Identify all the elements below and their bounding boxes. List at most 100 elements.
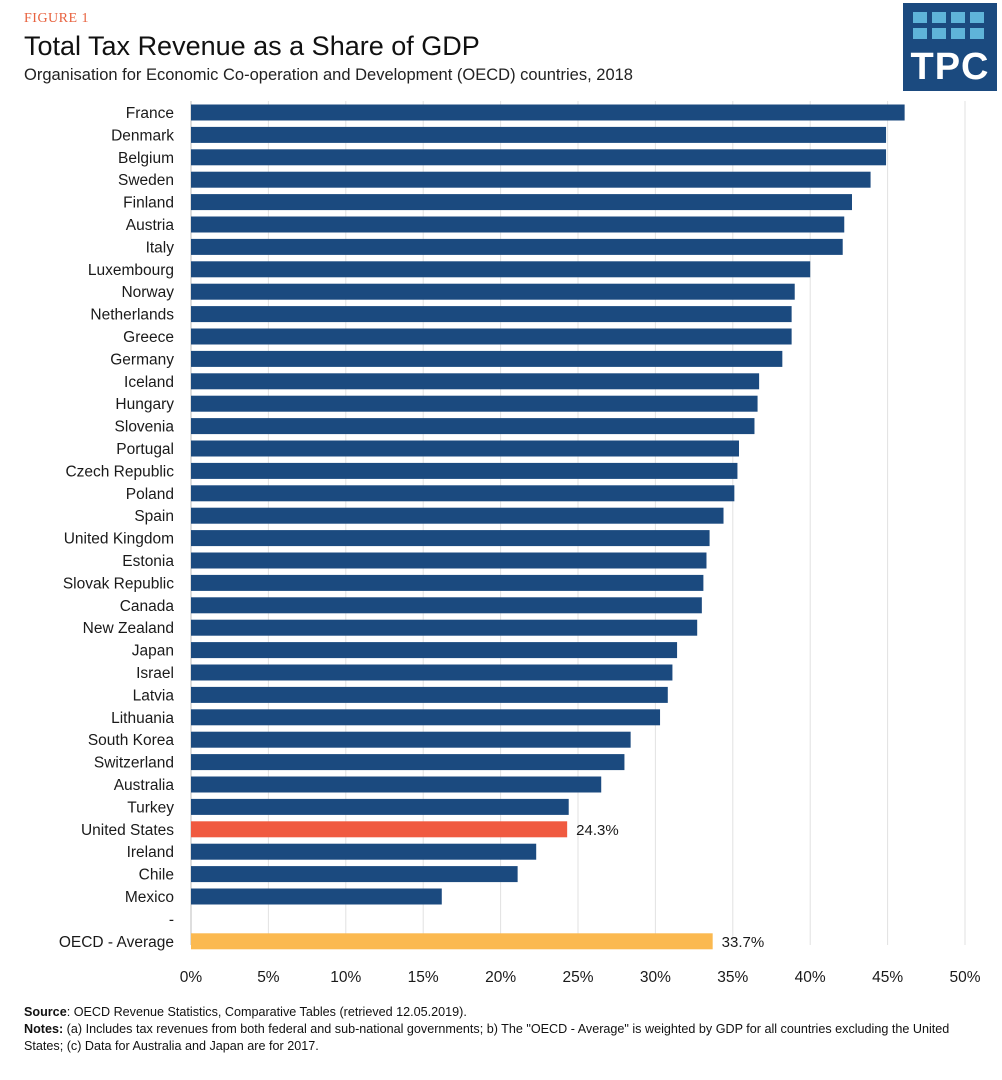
category-label: Portugal	[116, 441, 174, 458]
category-label: Lithuania	[111, 710, 174, 727]
bar	[191, 866, 518, 883]
category-label: France	[126, 105, 174, 122]
chart-title: Total Tax Revenue as a Share of GDP	[24, 31, 480, 61]
notes: Notes: (a) Includes tax revenues from bo…	[24, 1021, 984, 1055]
data-label: 33.7%	[722, 934, 765, 951]
category-label: Denmark	[111, 127, 174, 144]
bar	[191, 104, 905, 121]
bar	[191, 664, 673, 681]
bar	[191, 238, 843, 255]
category-label: Japan	[132, 643, 174, 660]
bar	[191, 395, 758, 412]
bar	[191, 754, 625, 771]
data-labels: 24.3% 33.7%	[576, 822, 764, 951]
bar	[191, 888, 442, 905]
x-axis-ticks: 0% 5% 10% 15% 20% 25% 30% 35% 40% 45% 50%	[180, 969, 981, 986]
category-label: Canada	[120, 598, 175, 615]
source-label: Source	[24, 1005, 67, 1019]
x-tick-label: 20%	[485, 969, 516, 986]
data-label: 24.3%	[576, 822, 619, 839]
category-label: Iceland	[124, 374, 174, 391]
bar	[191, 440, 739, 457]
x-tick-label: 5%	[257, 969, 280, 986]
logo-square	[970, 28, 984, 39]
category-label: Ireland	[127, 844, 174, 861]
x-tick-label: 10%	[330, 969, 361, 986]
logo-square	[970, 12, 984, 23]
category-label: Czech Republic	[65, 463, 174, 480]
bar	[191, 798, 569, 815]
source-note: Source: OECD Revenue Statistics, Compara…	[24, 1004, 984, 1021]
category-label: Germany	[110, 351, 174, 368]
category-label: Slovak Republic	[63, 575, 174, 592]
bar	[191, 933, 713, 950]
category-label: Australia	[114, 777, 175, 794]
x-tick-label: 35%	[717, 969, 748, 986]
category-labels: France Denmark Belgium Sweden Finland Austria…	[59, 105, 175, 951]
x-tick-label: 50%	[949, 969, 980, 986]
x-tick-label: 30%	[640, 969, 671, 986]
bar	[191, 350, 783, 367]
category-label: Belgium	[118, 150, 174, 167]
category-label: Israel	[136, 665, 174, 682]
bar	[191, 418, 755, 435]
category-label: Luxembourg	[88, 262, 174, 279]
bar	[191, 843, 537, 860]
x-tick-label: 45%	[872, 969, 903, 986]
bar	[191, 328, 792, 345]
bar	[191, 731, 631, 748]
category-label: Slovenia	[115, 419, 175, 436]
bar	[191, 530, 710, 547]
figure-label: FIGURE 1	[24, 11, 90, 26]
logo-square	[913, 28, 927, 39]
bar	[191, 597, 702, 614]
category-label: Austria	[126, 217, 175, 234]
logo-square	[932, 28, 946, 39]
x-tick-label: 0%	[180, 969, 203, 986]
category-label: United Kingdom	[64, 531, 174, 548]
x-tick-label: 15%	[408, 969, 439, 986]
bar	[191, 507, 724, 524]
bar	[191, 194, 852, 211]
logo-square	[951, 12, 965, 23]
category-label: Turkey	[127, 799, 174, 816]
category-label: Norway	[121, 284, 174, 301]
bar	[191, 552, 707, 569]
tpc-logo: TPC	[903, 3, 997, 91]
x-tick-label: 40%	[795, 969, 826, 986]
bar	[191, 126, 887, 143]
bar	[191, 306, 792, 323]
source-text: : OECD Revenue Statistics, Comparative T…	[66, 1005, 467, 1019]
bar	[191, 709, 661, 726]
category-label: United States	[81, 822, 174, 839]
category-label: Italy	[146, 239, 175, 256]
category-label: Hungary	[115, 396, 174, 413]
bar	[191, 149, 887, 166]
category-label: Estonia	[122, 553, 174, 570]
category-label: Finland	[123, 195, 174, 212]
category-label: Latvia	[133, 687, 175, 704]
category-label: Sweden	[118, 172, 174, 189]
bar	[191, 776, 602, 793]
notes-text: (a) Includes tax revenues from both fede…	[24, 1022, 950, 1053]
bar-chart: France Denmark Belgium Sweden Finland Austria…	[59, 101, 981, 986]
chart-subtitle: Organisation for Economic Co-operation a…	[24, 66, 633, 84]
bar	[191, 686, 668, 703]
logo-square	[951, 28, 965, 39]
category-label: Chile	[139, 867, 174, 884]
category-label: Netherlands	[90, 307, 174, 324]
category-label: -	[169, 911, 174, 928]
chart-footer: Source: OECD Revenue Statistics, Compara…	[24, 1004, 984, 1055]
category-label: OECD - Average	[59, 934, 174, 951]
category-label: New Zealand	[83, 620, 174, 637]
bar	[191, 642, 678, 659]
bar	[191, 216, 845, 233]
bar	[191, 462, 738, 479]
category-label: Poland	[126, 486, 174, 503]
logo-square	[932, 12, 946, 23]
bar	[191, 283, 795, 300]
bar	[191, 619, 698, 636]
notes-label: Notes:	[24, 1022, 64, 1036]
category-label: Spain	[134, 508, 174, 525]
logo-square	[913, 12, 927, 23]
